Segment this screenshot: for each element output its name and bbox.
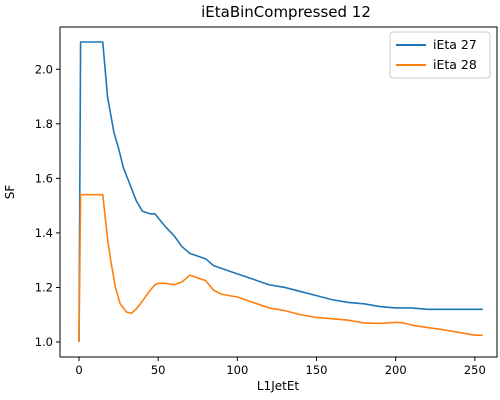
legend-label-iEta-28: iEta 28 (433, 57, 477, 72)
x-axis-label: L1JetEt (257, 379, 300, 393)
x-tick-label: 250 (464, 363, 486, 377)
series-layer (78, 41, 483, 343)
x-tick-label: 200 (385, 363, 407, 377)
plot-frame (59, 26, 498, 358)
y-tick-label: 1.4 (35, 226, 53, 240)
series-line-iEta-27 (78, 41, 483, 343)
y-tick-label: 1.2 (35, 280, 53, 294)
y-axis-label: SF (3, 185, 17, 200)
x-axis: 0 50 100 150 200 250 (75, 357, 486, 377)
x-tick-label: 150 (306, 363, 328, 377)
chart-title: iEtaBinCompressed 12 (201, 3, 371, 21)
x-tick-label: 0 (75, 363, 82, 377)
x-tick-label: 50 (151, 363, 166, 377)
y-axis: 1.0 1.2 1.4 1.6 1.8 2.0 (35, 62, 60, 349)
series-line-iEta-28 (78, 193, 483, 343)
y-tick-label: 1.8 (35, 117, 53, 131)
y-tick-label: 1.6 (35, 171, 53, 185)
x-tick-label: 100 (226, 363, 248, 377)
legend-box (389, 31, 491, 79)
y-tick-label: 2.0 (35, 62, 53, 76)
legend-label-iEta-27: iEta 27 (433, 37, 477, 52)
legend: iEta 27 iEta 28 (389, 31, 491, 79)
y-tick-label: 1.0 (35, 335, 53, 349)
plot-area (59, 26, 498, 358)
